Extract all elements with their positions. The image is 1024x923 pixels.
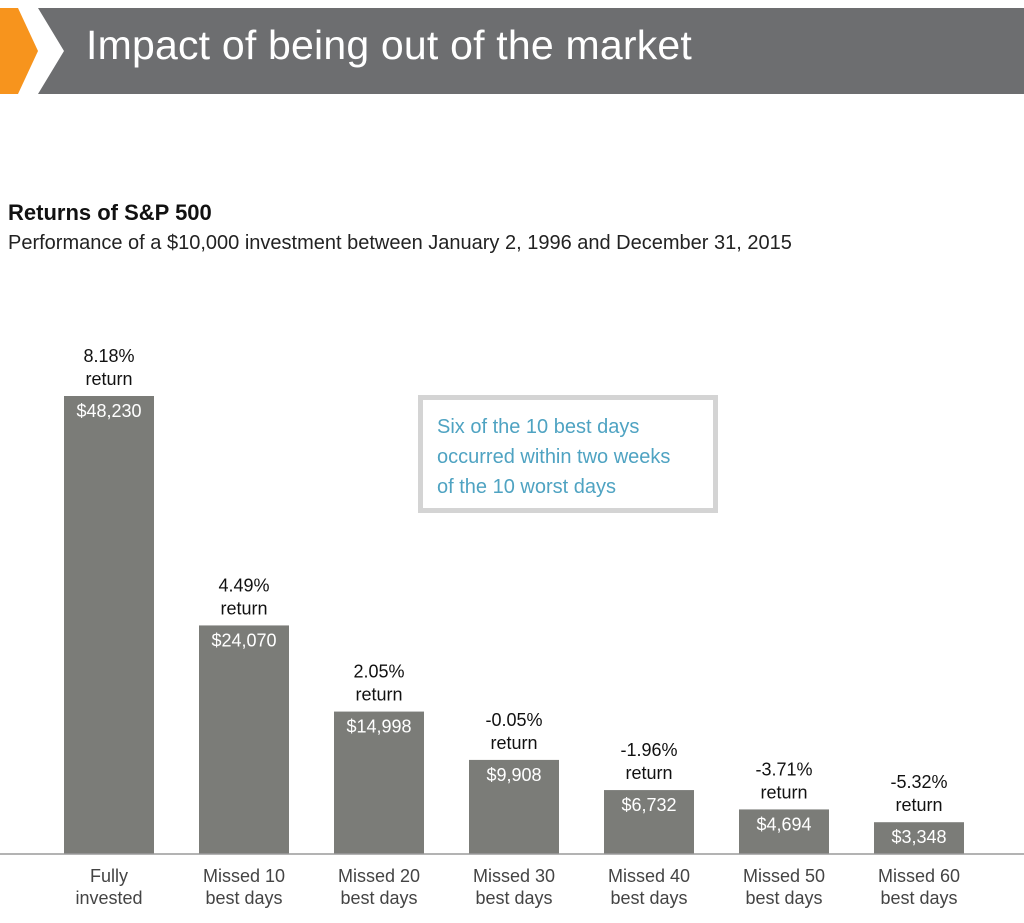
bar-value-label: $3,348	[891, 827, 946, 847]
return-word-label: return	[895, 795, 942, 815]
header-banner: Impact of being out of the market	[0, 8, 1024, 94]
x-tick-label: best days	[610, 888, 687, 908]
banner-background	[0, 8, 1024, 94]
x-tick-label: best days	[880, 888, 957, 908]
return-percent-label: -1.96%	[620, 740, 677, 760]
callout-line: of the 10 worst days	[437, 476, 616, 498]
accent-chevron-icon	[0, 8, 38, 94]
callout-box: Six of the 10 best days occurred within …	[418, 395, 718, 513]
return-word-label: return	[490, 733, 537, 753]
callout-line: Six of the 10 best days	[437, 416, 640, 438]
x-tick-label: Missed 10	[203, 866, 285, 886]
bar-value-label: $9,908	[486, 765, 541, 785]
return-word-label: return	[625, 763, 672, 783]
chart-subtitle: Performance of a $10,000 investment betw…	[8, 232, 792, 254]
bar	[64, 396, 154, 854]
return-word-label: return	[760, 782, 807, 802]
x-tick-label: Missed 30	[473, 866, 555, 886]
bar	[334, 711, 424, 854]
bar-value-label: $6,732	[621, 795, 676, 815]
x-tick-label: invested	[75, 888, 142, 908]
x-tick-label: Missed 60	[878, 866, 960, 886]
chart-title: Returns of S&P 500	[8, 200, 212, 225]
return-word-label: return	[220, 598, 267, 618]
return-percent-label: -0.05%	[485, 710, 542, 730]
x-tick-label: best days	[745, 888, 822, 908]
bar	[739, 809, 829, 854]
return-percent-label: -5.32%	[890, 772, 947, 792]
bar-value-label: $14,998	[346, 717, 411, 737]
x-tick-label: Missed 20	[338, 866, 420, 886]
bar	[199, 625, 289, 854]
bar-value-label: $48,230	[76, 401, 141, 421]
page-title: Impact of being out of the market	[86, 22, 692, 68]
return-percent-label: 4.49%	[218, 575, 269, 595]
bar	[604, 790, 694, 854]
return-word-label: return	[85, 369, 132, 389]
x-tick-label: Missed 50	[743, 866, 825, 886]
return-word-label: return	[355, 685, 402, 705]
bar	[469, 759, 559, 854]
x-tick-label: Fully	[90, 866, 128, 886]
return-percent-label: 2.05%	[353, 662, 404, 682]
x-tick-label: best days	[205, 888, 282, 908]
callout-line: occurred within two weeks	[437, 446, 671, 468]
x-tick-label: Missed 40	[608, 866, 690, 886]
bar-value-label: $24,070	[211, 630, 276, 650]
return-percent-label: 8.18%	[83, 346, 134, 366]
banner-bar	[38, 8, 1024, 94]
return-percent-label: -3.71%	[755, 759, 812, 779]
bar-value-label: $4,694	[756, 814, 811, 834]
bar	[874, 822, 964, 854]
x-tick-label: best days	[340, 888, 417, 908]
x-tick-label: best days	[475, 888, 552, 908]
